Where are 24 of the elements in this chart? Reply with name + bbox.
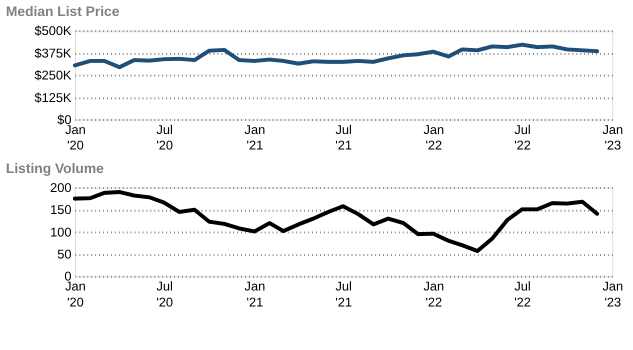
y-tick-label: $500K [34,23,72,38]
chart-title: Median List Price [6,4,120,20]
x-tick-label: Jul '21 [335,122,352,153]
x-tick-label: Jul '22 [514,122,531,153]
y-tick-label: $125K [34,90,72,105]
y-tick-label: 50 [57,246,72,262]
x-tick-label: Jan '21 [244,122,266,153]
line-series [72,42,600,70]
y-tick-label: 100 [50,224,72,240]
x-tick-label: Jul '20 [156,278,174,310]
line-series [72,190,600,253]
chart-title: Listing Volume [6,160,104,176]
x-tick-label: Jul '21 [335,278,352,310]
x-tick-label: Jan '23 [602,278,624,310]
y-tick-label: 150 [50,202,72,218]
x-tick-label: Jul '20 [156,122,174,153]
y-tick-label: $375K [34,45,72,60]
x-tick-label: Jan '22 [424,122,444,153]
x-tick-label: Jul '22 [514,278,531,310]
y-tick-label: 200 [50,180,72,195]
x-tick-label: Jan '21 [244,278,266,310]
y-tick-label: $250K [34,68,72,83]
x-tick-label: Jan '22 [424,278,444,310]
x-tick-label: Jan '23 [602,122,624,153]
